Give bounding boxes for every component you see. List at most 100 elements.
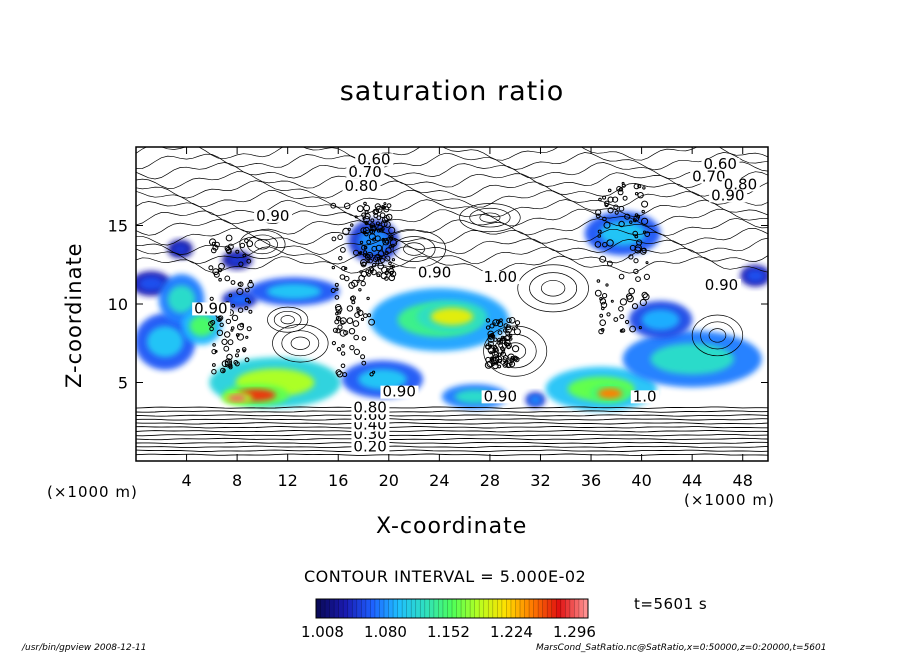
cloud-contour bbox=[368, 258, 373, 264]
cloud-contour bbox=[354, 215, 358, 219]
cloud-contour bbox=[358, 288, 362, 292]
cloud-contour bbox=[378, 227, 384, 233]
contour-label: 0.80 bbox=[345, 177, 378, 195]
colorbar-cell bbox=[415, 599, 421, 618]
cloud-contour bbox=[224, 331, 231, 338]
cloud-contour bbox=[239, 322, 245, 328]
contour-line bbox=[136, 227, 768, 246]
cloud-contour bbox=[335, 328, 341, 334]
cloud-contour bbox=[337, 234, 343, 240]
colorbar-cell bbox=[488, 599, 494, 618]
cloud-contour bbox=[331, 236, 337, 242]
contour-label: 0.90 bbox=[484, 387, 517, 405]
contour-line bbox=[136, 171, 768, 189]
colorbar-cell bbox=[320, 599, 326, 618]
contour-line bbox=[483, 325, 548, 377]
contour-label: 0.90 bbox=[194, 299, 227, 317]
cloud-contour bbox=[607, 207, 614, 214]
cloud-contour bbox=[643, 273, 651, 280]
cloud-contour bbox=[638, 326, 642, 330]
cloud-contour bbox=[602, 293, 608, 299]
cloud-contour bbox=[603, 221, 611, 229]
cloud-contour bbox=[349, 296, 355, 301]
colorbar-cell bbox=[492, 599, 498, 618]
cloud-contour bbox=[335, 369, 342, 376]
x-tick-label: 44 bbox=[682, 471, 702, 490]
cloud-contour bbox=[224, 360, 232, 368]
cloud-contour bbox=[370, 269, 377, 276]
x-tick-label: 12 bbox=[278, 471, 298, 490]
saturation-region-core bbox=[189, 315, 214, 337]
cloud-contour bbox=[343, 202, 351, 210]
cloud-contour bbox=[503, 328, 508, 333]
contour-label: 0.80 bbox=[724, 175, 757, 193]
footer-file-info: MarsCond_SatRatio.nc@SatRatio,x=0:50000,… bbox=[536, 643, 827, 653]
cloud-contour bbox=[607, 260, 613, 267]
cloud-contour bbox=[512, 345, 520, 353]
x-tick-label: 40 bbox=[631, 471, 651, 490]
colorbar-cell bbox=[406, 599, 412, 618]
y-tick-label: 15 bbox=[108, 217, 128, 236]
cloud-contour bbox=[330, 202, 337, 209]
cloud-contour bbox=[381, 216, 389, 223]
cloud-contour bbox=[336, 347, 342, 352]
colorbar-cell bbox=[501, 599, 507, 618]
cloud-contour bbox=[626, 294, 634, 303]
colorbar-cell bbox=[365, 599, 371, 618]
cloud-contour bbox=[509, 362, 513, 366]
cloud-contour bbox=[619, 329, 624, 333]
contour-label: 1.00 bbox=[484, 268, 517, 286]
contour-line bbox=[136, 449, 768, 452]
cloud-contour bbox=[618, 306, 624, 312]
cloud-contour bbox=[244, 238, 249, 243]
cloud-contour bbox=[331, 341, 336, 346]
cloud-contour bbox=[645, 261, 649, 265]
colorbar-cell bbox=[347, 599, 353, 618]
cloud-contour bbox=[501, 347, 506, 352]
colorbar-cell bbox=[356, 599, 362, 618]
cloud-contour bbox=[337, 310, 342, 315]
colorbar-cell bbox=[583, 599, 589, 618]
cloud-contour bbox=[613, 317, 619, 322]
cloud-contour bbox=[242, 253, 246, 258]
saturation-region-core bbox=[172, 243, 188, 255]
cloud-contour bbox=[346, 317, 354, 325]
cloud-contour bbox=[388, 234, 394, 240]
cloud-contour bbox=[626, 293, 633, 300]
cloud-contour bbox=[511, 327, 516, 331]
cloud-contour bbox=[373, 208, 380, 215]
cloud-contour bbox=[385, 247, 392, 254]
cloud-contour bbox=[616, 186, 622, 192]
cloud-contour bbox=[225, 234, 233, 242]
contour-label: 1.0 bbox=[633, 387, 657, 405]
cloud-contour bbox=[642, 186, 646, 190]
cloud-contour bbox=[335, 305, 343, 313]
cloud-contour bbox=[514, 320, 521, 326]
x-tick-label: 48 bbox=[733, 471, 753, 490]
cloud-contour bbox=[238, 261, 244, 267]
contour-line bbox=[136, 441, 768, 445]
cloud-contour bbox=[230, 328, 234, 332]
contour-label: 0.90 bbox=[382, 383, 415, 401]
cloud-contour bbox=[637, 184, 642, 189]
contour-line bbox=[272, 324, 329, 363]
colorbar-cell bbox=[524, 599, 530, 618]
cloud-contour bbox=[380, 272, 388, 280]
contour-line bbox=[136, 433, 768, 437]
contour-line bbox=[136, 217, 768, 237]
footer-program-info: /usr/bin/gpview 2008-12-11 bbox=[22, 643, 147, 653]
cloud-contour bbox=[339, 317, 347, 325]
cloud-contour bbox=[233, 360, 239, 365]
contour-line bbox=[459, 203, 521, 233]
cloud-contour bbox=[632, 230, 639, 237]
contour-line bbox=[254, 239, 271, 250]
x-tick-label: 16 bbox=[328, 471, 348, 490]
cloud-contour bbox=[383, 215, 390, 221]
colorbar-cell bbox=[556, 599, 562, 618]
contour-line bbox=[136, 180, 768, 199]
cloud-contour bbox=[379, 212, 386, 218]
cloud-contour bbox=[212, 268, 220, 276]
cloud-contour bbox=[505, 326, 512, 334]
cloud-contour bbox=[620, 328, 626, 333]
cloud-contour bbox=[594, 289, 602, 297]
